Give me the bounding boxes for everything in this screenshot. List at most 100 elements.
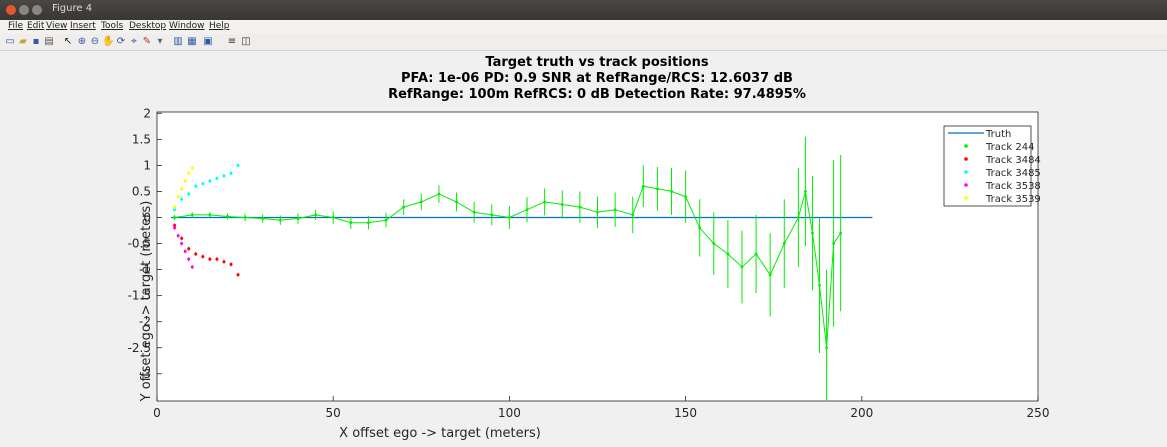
menu-desktop[interactable]: Desktop [129, 21, 167, 31]
legend-entry: Track 3484 [985, 155, 1041, 166]
track-point [173, 226, 177, 230]
axes-background [156, 111, 1039, 402]
minimize-window-button[interactable] [19, 5, 29, 15]
y-tick-label: -2 [139, 315, 151, 329]
link-icon[interactable]: ▾ [157, 36, 163, 47]
print-icon[interactable]: ▤ [44, 36, 54, 47]
y-tick-label: 0.5 [132, 184, 151, 198]
track-position-chart: Target truth vs track positions PFA: 1e-… [128, 55, 1050, 441]
window-titlebar: Figure 4 [0, 0, 1167, 20]
y-tick-label: 1 [143, 158, 151, 172]
y-tick-label: -1.5 [128, 289, 151, 303]
track-point [215, 176, 219, 180]
track-point [187, 192, 191, 196]
menu-insert[interactable]: Insert [70, 21, 96, 31]
menu-window[interactable]: Window [169, 21, 205, 31]
figure-toolbar: ▭ ▰ ▪ ▤ ↖ ⊕ ⊖ ✋ ⟳ ⌖ ✎ ▾ ▥ ▦ ▣ ≡ ◫ [0, 34, 1167, 51]
y-tick-label: -3 [139, 367, 151, 381]
open-file-icon[interactable]: ▰ [19, 36, 27, 47]
legend-swatch [964, 196, 968, 200]
dock-figure-icon[interactable]: ◫ [241, 36, 251, 47]
track-point [187, 171, 191, 175]
zoom-in-icon[interactable]: ⊕ [77, 36, 87, 47]
track-point [208, 179, 212, 183]
series-track-3538 [173, 225, 194, 269]
track-point [208, 257, 212, 261]
track-point [173, 208, 177, 212]
menu-view[interactable]: View [46, 21, 68, 31]
y-tick-label: 0 [143, 211, 151, 225]
hide-plot-tools-icon[interactable]: ▣ [203, 36, 213, 47]
menu-edit[interactable]: Edit [27, 21, 45, 31]
y-tick-label: 1.5 [132, 132, 151, 146]
figure-canvas: Target truth vs track positions PFA: 1e-… [0, 51, 1167, 443]
track-point [187, 247, 191, 251]
track-point [173, 205, 177, 209]
track-point [183, 179, 187, 183]
save-icon[interactable]: ▪ [32, 36, 40, 47]
y-tick-label: 2 [143, 106, 151, 120]
menu-tools[interactable]: Tools [101, 21, 124, 31]
y-axis: 2 1.5 1 0.5 0 -0.5 -1 -1.5 -2 -2.5 -3 [128, 106, 162, 381]
brush-icon[interactable]: ✎ [142, 36, 152, 47]
legend-entry: Track 244 [985, 142, 1034, 153]
series-track-244 [173, 136, 843, 401]
menu-bar: File Edit View Insert Tools Desktop Wind… [0, 20, 1167, 34]
track-point [190, 265, 194, 269]
track-point [201, 255, 205, 259]
menu-file[interactable]: File [8, 21, 24, 31]
track-point [201, 182, 205, 186]
y-tick-label: -2.5 [128, 341, 151, 355]
x-tick-label: 150 [674, 406, 697, 420]
track-point [229, 171, 233, 175]
track-point [173, 223, 177, 227]
show-plot-tools-icon[interactable]: ≡ [227, 36, 237, 47]
menu-help[interactable]: Help [209, 21, 230, 31]
data-cursor-icon[interactable]: ⌖ [131, 36, 137, 47]
track-line [174, 185, 842, 348]
track-point [187, 257, 191, 261]
chart-legend[interactable]: Truth Track 244 Track 3484 Track 3485 Track … [943, 125, 1041, 207]
close-window-button[interactable] [6, 5, 16, 15]
colorbar-icon[interactable]: ▥ [173, 36, 183, 47]
track-point [183, 249, 187, 253]
chart-title: Target truth vs track positions [485, 55, 708, 70]
plot-area [171, 136, 873, 401]
track-point [229, 262, 233, 266]
y-tick-label: -1 [139, 263, 151, 277]
track-point [180, 197, 184, 201]
pointer-icon[interactable]: ↖ [63, 36, 73, 47]
track-point [194, 184, 198, 188]
legend-entry: Track 3538 [985, 181, 1041, 192]
legend-swatch [964, 183, 968, 187]
x-tick-label: 250 [1027, 406, 1050, 420]
x-axis-label: X offset ego -> target (meters) [339, 426, 541, 441]
y-tick-label: -0.5 [128, 237, 151, 251]
x-tick-label: 50 [326, 406, 341, 420]
track-point [180, 236, 184, 240]
track-point [180, 242, 184, 246]
track-point [194, 252, 198, 256]
zoom-out-icon[interactable]: ⊖ [90, 36, 100, 47]
legend-entry: Track 3539 [985, 194, 1041, 205]
x-axis: 0 50 100 150 200 250 [153, 396, 1049, 420]
track-point [190, 166, 194, 170]
pan-icon[interactable]: ✋ [102, 36, 115, 47]
track-point [176, 234, 180, 238]
legend-swatch [964, 170, 968, 174]
legend-entry: Truth [985, 129, 1011, 140]
chart-subtitle-2: RefRange: 100m RefRCS: 0 dB Detection Ra… [388, 87, 806, 102]
legend-icon[interactable]: ▦ [187, 36, 197, 47]
track-point [180, 187, 184, 191]
series-track-3484 [173, 223, 240, 277]
maximize-window-button[interactable] [32, 5, 42, 15]
legend-swatch [964, 157, 968, 161]
x-tick-label: 100 [498, 406, 521, 420]
y-axis-label: Y offset ego -> target (meters) [139, 201, 154, 403]
new-figure-icon[interactable]: ▭ [5, 36, 15, 47]
x-tick-label: 0 [153, 406, 161, 420]
track-point [222, 260, 226, 264]
rotate-icon[interactable]: ⟳ [116, 36, 126, 47]
track-point [215, 257, 219, 261]
track-point [236, 163, 240, 167]
